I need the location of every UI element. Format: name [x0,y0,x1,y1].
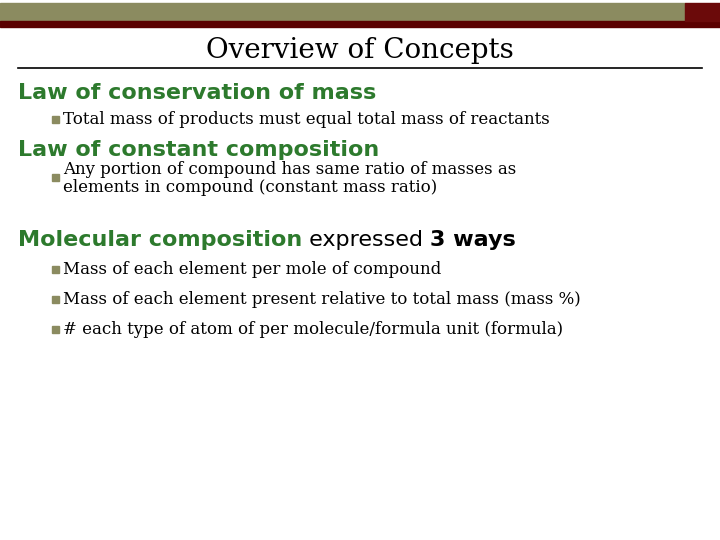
Text: Molecular composition: Molecular composition [18,230,302,250]
Bar [52,326,59,333]
Bar [0,3,685,21]
Bar [0,21,720,27]
Bar [52,116,59,123]
Bar [52,174,59,181]
Text: Law of conservation of mass: Law of conservation of mass [18,83,377,103]
Text: Any portion of compound has same ratio of masses as: Any portion of compound has same ratio o… [63,161,516,179]
Text: Total mass of products must equal total mass of reactants: Total mass of products must equal total … [63,111,550,129]
Bar [685,3,720,21]
Text: elements in compound (constant mass ratio): elements in compound (constant mass rati… [63,179,437,197]
Text: # each type of atom of per molecule/formula unit (formula): # each type of atom of per molecule/form… [63,321,563,339]
Text: 3 ways: 3 ways [431,230,516,250]
Text: Law of constant composition: Law of constant composition [18,140,379,160]
Text: Mass of each element per mole of compound: Mass of each element per mole of compoun… [63,261,441,279]
Text: Mass of each element present relative to total mass (mass %): Mass of each element present relative to… [63,292,581,308]
Text: expressed: expressed [302,230,431,250]
Bar [52,266,59,273]
Text: Overview of Concepts: Overview of Concepts [206,37,514,64]
Bar [52,296,59,303]
